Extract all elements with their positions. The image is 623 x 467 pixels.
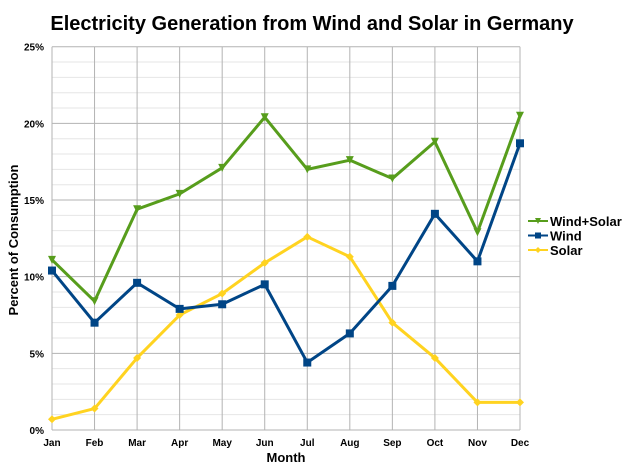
data-point-diamond xyxy=(48,415,56,424)
data-point-square xyxy=(90,318,99,327)
series-wind-solar xyxy=(48,111,524,306)
data-point-diamond xyxy=(345,252,354,261)
data-point-triangle xyxy=(388,174,397,183)
data-point-diamond xyxy=(535,247,541,253)
y-tick-label: 5% xyxy=(30,349,45,360)
data-point-square xyxy=(535,232,541,239)
y-tick-label: 15% xyxy=(24,196,44,207)
data-point-triangle xyxy=(535,218,541,224)
x-tick-label: Jan xyxy=(43,438,60,449)
data-point-diamond xyxy=(388,318,397,327)
data-point-diamond xyxy=(430,353,439,362)
y-tick-label: 0% xyxy=(30,426,45,437)
x-tick-label: May xyxy=(212,438,232,449)
x-tick-label: Jul xyxy=(300,438,315,449)
x-tick-label: Feb xyxy=(86,438,104,449)
y-axis: 0% 5% 10% 15% 20% 25% xyxy=(24,43,44,437)
legend-item: Wind+Solar xyxy=(528,214,622,229)
data-point-square xyxy=(388,281,397,290)
data-point-triangle xyxy=(218,163,227,172)
y-tick-label: 20% xyxy=(24,119,44,130)
series-line xyxy=(50,142,522,365)
legend-item: Solar xyxy=(528,243,583,258)
data-point-square xyxy=(175,304,184,313)
data-point-diamond xyxy=(260,258,269,267)
data-point-triangle xyxy=(260,113,269,122)
legend-label: Wind+Solar xyxy=(550,214,622,229)
data-point-diamond xyxy=(303,232,312,241)
legend-label: Solar xyxy=(550,243,583,258)
x-tick-label: Dec xyxy=(511,438,530,449)
legend-item: Wind xyxy=(528,229,582,244)
series-line xyxy=(51,235,520,421)
data-point-square xyxy=(516,139,524,148)
series-group xyxy=(48,111,524,424)
legend-label: Wind xyxy=(550,229,582,244)
chart-title: Electricity Generation from Wind and Sol… xyxy=(50,13,574,35)
data-point-square xyxy=(218,300,227,309)
data-point-triangle xyxy=(48,255,56,264)
data-point-triangle xyxy=(133,205,142,214)
series-wind xyxy=(48,139,524,367)
data-point-triangle xyxy=(430,137,439,146)
data-point-square xyxy=(473,257,482,266)
data-point-square xyxy=(345,329,354,338)
data-point-diamond xyxy=(133,353,142,362)
data-point-diamond xyxy=(175,311,184,320)
y-tick-label: 25% xyxy=(24,43,44,54)
x-tick-label: Apr xyxy=(171,438,188,449)
data-point-triangle xyxy=(345,156,354,165)
data-point-square xyxy=(48,266,56,275)
data-point-square xyxy=(430,209,439,218)
x-tick-label: Oct xyxy=(427,438,444,449)
x-tick-label: Sep xyxy=(383,438,401,449)
series-solar xyxy=(48,232,524,424)
data-point-triangle xyxy=(516,111,524,120)
data-point-triangle xyxy=(90,297,99,306)
data-point-diamond xyxy=(516,398,524,407)
x-tick-label: Jun xyxy=(256,438,274,449)
data-point-diamond xyxy=(90,404,99,413)
x-tick-label: Mar xyxy=(128,438,146,449)
x-axis: Jan Feb Mar Apr May Jun Jul Aug Sep Oct Nov Dec xyxy=(43,438,529,449)
y-axis-label: Percent of Consumption xyxy=(6,164,21,315)
data-point-square xyxy=(260,280,269,289)
data-point-diamond xyxy=(218,289,227,298)
grid xyxy=(51,46,521,431)
x-tick-label: Aug xyxy=(340,438,359,449)
x-tick-label: Nov xyxy=(468,438,487,449)
y-tick-label: 10% xyxy=(24,273,44,284)
data-point-triangle xyxy=(473,228,482,237)
series-line xyxy=(50,115,522,303)
x-axis-label: Month xyxy=(267,450,306,465)
data-point-triangle xyxy=(175,189,184,198)
data-point-square xyxy=(133,278,142,287)
data-point-diamond xyxy=(473,398,482,407)
data-point-triangle xyxy=(303,165,312,174)
data-point-square xyxy=(303,358,312,367)
